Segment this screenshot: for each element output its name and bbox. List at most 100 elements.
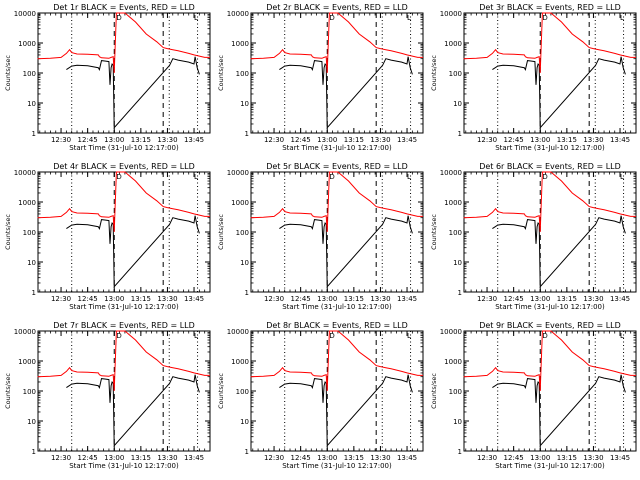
panel-det-7r: Det 7r BLACK = Events, RED = LLD 1 10 100 10…: [4, 321, 211, 470]
lld-series-line: [37, 330, 210, 392]
y-tick-label: 1: [245, 448, 249, 456]
plot-frame: [463, 330, 637, 452]
y-tick-label: 10: [453, 259, 462, 267]
x-tick-label: 12:30: [51, 295, 71, 303]
event-marker-label: D: [329, 14, 334, 22]
event-marker-label: L: [407, 173, 411, 181]
x-tick-label: 12:30: [264, 136, 284, 144]
x-tick-label: 13:00: [104, 136, 124, 144]
x-tick-label: 12:30: [264, 295, 284, 303]
y-tick-label: 10000: [14, 169, 36, 177]
event-marker-label: D: [542, 14, 547, 22]
x-tick-label: 13:00: [104, 454, 124, 462]
panel-title: Det 3r BLACK = Events, RED = LLD: [479, 3, 621, 12]
x-tick-label: 13:30: [370, 295, 390, 303]
event-marker-label: D: [329, 332, 334, 340]
event-marker-label: D: [542, 332, 547, 340]
x-tick-label: 12:30: [51, 136, 71, 144]
y-tick-label: 10: [240, 259, 249, 267]
y-tick-label: 10000: [440, 169, 462, 177]
x-tick-label: 13:15: [131, 454, 151, 462]
lld-series-line: [463, 171, 636, 233]
lld-series-line: [463, 12, 636, 74]
lld-series-line: [250, 12, 423, 74]
x-tick-label: 13:00: [530, 454, 550, 462]
x-axis-label: Start Time (31-Jul-10 12:17:00): [282, 303, 392, 311]
panel-det-3r: Det 3r BLACK = Events, RED = LLD 1 10 100 10…: [430, 3, 637, 152]
x-tick-label: 13:15: [557, 295, 577, 303]
y-tick-label: 10: [27, 418, 36, 426]
y-tick-label: 1: [458, 130, 462, 138]
x-tick-label: 13:45: [397, 454, 417, 462]
x-tick-label: 13:15: [131, 136, 151, 144]
event-marker-label: L: [194, 332, 198, 340]
y-axis-label: Counts/sec: [217, 55, 225, 91]
panel-det-2r: Det 2r BLACK = Events, RED = LLD 1 10 100 10…: [217, 3, 424, 152]
event-marker-label: L: [194, 14, 198, 22]
y-tick-label: 10000: [14, 10, 36, 18]
y-tick-label: 1000: [444, 40, 462, 48]
x-tick-label: 12:30: [264, 454, 284, 462]
x-tick-label: 12:30: [477, 136, 497, 144]
x-tick-label: 13:30: [583, 295, 603, 303]
x-tick-label: 13:30: [157, 295, 177, 303]
plot-frame: [250, 330, 424, 452]
x-axis-label: Start Time (31-Jul-10 12:17:00): [282, 462, 392, 470]
y-tick-label: 1000: [444, 358, 462, 366]
y-tick-label: 1: [32, 448, 36, 456]
x-axis-label: Start Time (31-Jul-10 12:17:00): [69, 462, 179, 470]
y-tick-label: 1: [32, 289, 36, 297]
x-tick-label: 13:30: [370, 454, 390, 462]
y-tick-label: 10000: [14, 328, 36, 336]
events-series-line: [492, 215, 626, 288]
x-tick-label: 13:30: [157, 454, 177, 462]
event-marker-label: L: [194, 173, 198, 181]
panel-title: Det 2r BLACK = Events, RED = LLD: [266, 3, 408, 12]
x-tick-label: 13:45: [397, 295, 417, 303]
y-tick-label: 100: [236, 388, 249, 396]
panel-title: Det 5r BLACK = Events, RED = LLD: [266, 162, 408, 171]
y-tick-label: 100: [449, 388, 462, 396]
x-axis-label: Start Time (31-Jul-10 12:17:00): [69, 303, 179, 311]
x-tick-label: 13:45: [184, 136, 204, 144]
event-marker-label: L: [620, 173, 624, 181]
plot-frame: [250, 12, 424, 134]
x-tick-label: 12:45: [504, 295, 524, 303]
x-tick-label: 13:45: [184, 295, 204, 303]
y-tick-label: 1000: [18, 358, 36, 366]
y-tick-label: 1000: [444, 199, 462, 207]
events-series-line: [66, 374, 200, 447]
lld-series-line: [463, 330, 636, 392]
x-tick-label: 13:00: [317, 454, 337, 462]
x-axis-label: Start Time (31-Jul-10 12:17:00): [495, 462, 605, 470]
y-tick-label: 10000: [440, 10, 462, 18]
events-series-line: [279, 56, 413, 129]
y-tick-label: 1000: [18, 199, 36, 207]
x-tick-label: 12:45: [291, 454, 311, 462]
panel-title: Det 9r BLACK = Events, RED = LLD: [479, 321, 621, 330]
events-series-line: [492, 56, 626, 129]
y-axis-label: Counts/sec: [430, 55, 438, 91]
y-tick-label: 10: [240, 100, 249, 108]
event-marker-label: D: [116, 14, 121, 22]
y-axis-label: Counts/sec: [4, 55, 12, 91]
plot-frame: [37, 330, 211, 452]
y-tick-label: 1000: [231, 40, 249, 48]
x-tick-label: 12:30: [477, 454, 497, 462]
event-marker-label: D: [542, 173, 547, 181]
x-tick-label: 12:45: [504, 454, 524, 462]
lld-series-line: [250, 171, 423, 233]
y-tick-label: 10: [27, 259, 36, 267]
events-series-line: [279, 374, 413, 447]
x-tick-label: 13:45: [610, 136, 630, 144]
x-axis-label: Start Time (31-Jul-10 12:17:00): [69, 144, 179, 152]
panel-det-8r: Det 8r BLACK = Events, RED = LLD 1 10 100 10…: [217, 321, 424, 470]
x-tick-label: 12:30: [51, 454, 71, 462]
panel-det-6r: Det 6r BLACK = Events, RED = LLD 1 10 100 10…: [430, 162, 637, 311]
y-axis-label: Counts/sec: [4, 214, 12, 250]
events-series-line: [66, 215, 200, 288]
x-tick-label: 13:15: [344, 454, 364, 462]
y-tick-label: 100: [23, 229, 36, 237]
panel-title: Det 4r BLACK = Events, RED = LLD: [53, 162, 195, 171]
x-tick-label: 13:45: [610, 295, 630, 303]
